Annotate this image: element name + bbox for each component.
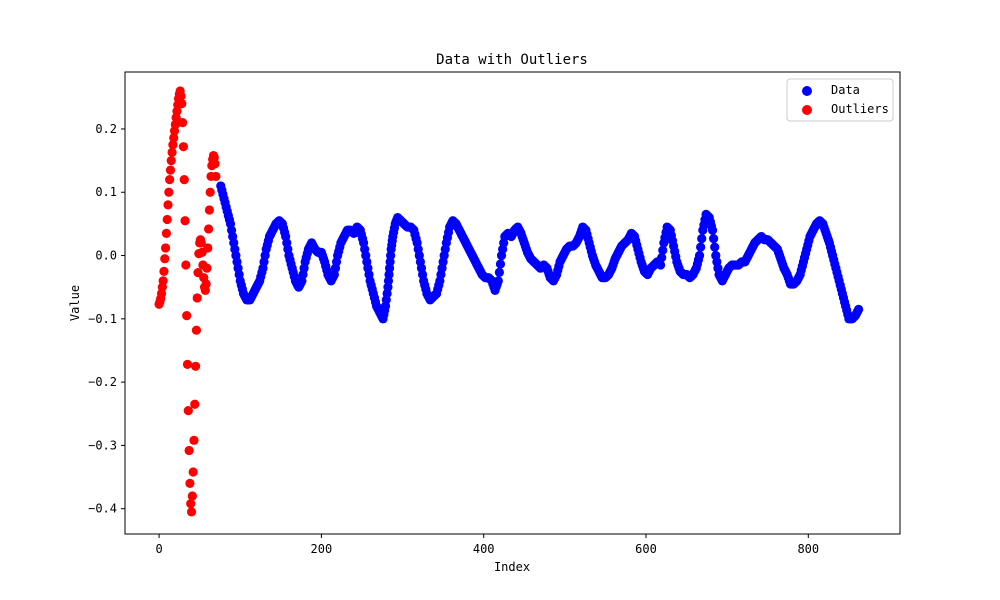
chart-title: Data with Outliers — [436, 52, 588, 68]
outlier-point — [186, 507, 197, 517]
outlier-point — [177, 99, 187, 109]
y-tick-label: −0.2 — [88, 375, 117, 389]
outlier-point — [158, 276, 168, 286]
y-tick-label: 0.1 — [95, 185, 117, 199]
legend-box — [786, 78, 894, 122]
outlier-point — [176, 91, 186, 101]
outlier-point — [204, 205, 214, 215]
outlier-point — [179, 174, 189, 185]
outlier-point — [211, 171, 221, 182]
legend-label-outliers: Outliers — [831, 102, 889, 116]
outlier-point — [196, 238, 206, 248]
legend-marker-outliers — [802, 105, 812, 115]
outlier-point — [170, 119, 180, 130]
y-tick-label: −0.1 — [88, 312, 117, 326]
legend-label-data: Data — [831, 83, 860, 97]
outlier-point — [189, 435, 199, 445]
data-point — [697, 234, 707, 244]
outlier-point — [201, 279, 211, 289]
x-tick-label: 0 — [155, 542, 162, 556]
outlier-point — [205, 187, 215, 197]
legend: Data Outliers — [786, 78, 894, 122]
outlier-point — [181, 260, 191, 270]
outlier-point — [161, 228, 171, 238]
series-data-points — [216, 181, 864, 324]
x-axis-label: Index — [494, 560, 530, 574]
outlier-point — [182, 311, 192, 321]
series-outliers-points — [154, 86, 221, 517]
outlier-point — [184, 445, 194, 456]
outlier-point — [203, 224, 214, 234]
data-point — [494, 267, 504, 278]
data-point — [696, 242, 706, 252]
x-tick-label: 400 — [473, 542, 495, 556]
outlier-point — [203, 243, 213, 253]
data-point — [656, 260, 666, 270]
y-tick-label: −0.4 — [88, 502, 117, 516]
plot-area — [124, 71, 901, 535]
outlier-point — [182, 359, 193, 369]
outlier-point — [162, 214, 172, 225]
outlier-point — [178, 118, 188, 128]
outlier-point — [191, 361, 201, 371]
outlier-point — [160, 243, 171, 253]
outlier-point — [180, 216, 190, 226]
outlier-point — [188, 467, 198, 477]
x-tick-label: 800 — [797, 542, 819, 556]
outlier-point — [166, 156, 176, 166]
data-point — [694, 250, 705, 261]
data-point — [657, 253, 667, 263]
outlier-point — [192, 293, 202, 303]
outlier-point — [187, 491, 197, 501]
data-point — [709, 234, 719, 244]
outlier-point — [165, 165, 176, 175]
x-axis: 0 200 400 600 800 — [155, 534, 819, 556]
outlier-point — [169, 133, 179, 143]
outlier-point — [202, 263, 212, 273]
outlier-point — [168, 140, 178, 150]
data-point — [854, 304, 864, 314]
y-axis: −0.4 −0.3 −0.2 −0.1 0.0 0.1 0.2 — [88, 122, 125, 516]
legend-marker-data — [802, 86, 812, 96]
data-point — [495, 259, 506, 269]
outlier-point — [160, 254, 170, 264]
outlier-point — [165, 174, 175, 185]
outlier-point — [163, 200, 173, 210]
data-point — [707, 225, 718, 235]
outlier-point — [164, 187, 174, 197]
outlier-point — [185, 478, 195, 488]
outlier-point — [183, 405, 193, 416]
outlier-point — [167, 147, 177, 157]
outlier-point — [210, 159, 220, 169]
y-tick-label: 0.0 — [95, 249, 117, 263]
x-tick-label: 600 — [635, 542, 657, 556]
data-point — [658, 245, 668, 255]
x-tick-label: 200 — [311, 542, 333, 556]
outlier-point — [178, 142, 189, 152]
outlier-point — [190, 399, 200, 409]
outlier-point — [191, 325, 202, 335]
outlier-point — [159, 266, 169, 276]
y-axis-label: Value — [68, 285, 82, 321]
data-point — [493, 276, 503, 286]
outlier-point — [186, 499, 196, 509]
y-tick-label: 0.2 — [95, 122, 117, 136]
y-tick-label: −0.3 — [88, 438, 117, 452]
data-point — [710, 242, 720, 252]
